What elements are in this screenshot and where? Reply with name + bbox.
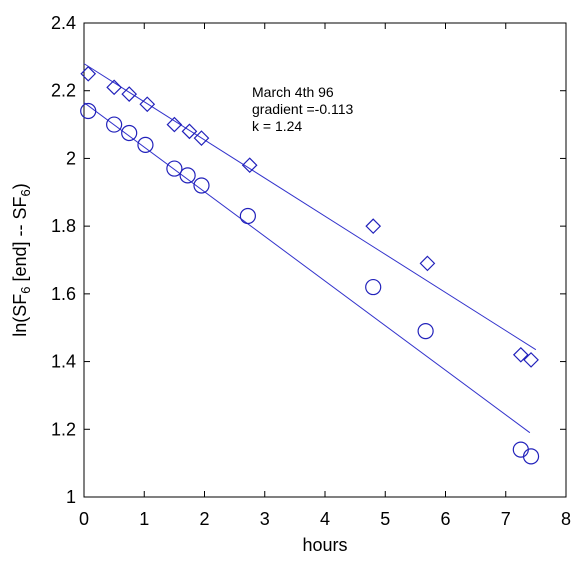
diamond-point [181, 123, 198, 140]
y-tick-label: 1.8 [51, 216, 76, 236]
y-axis-ticks: 1 1.2 1.4 1.6 1.8 2 2.2 2.4 [51, 13, 566, 507]
fit-line-circle [83, 102, 531, 434]
y-axis-label-suffix: ) [10, 183, 30, 189]
circle-point [239, 207, 256, 225]
x-tick-label: 1 [139, 509, 149, 529]
x-tick-label: 2 [199, 509, 209, 529]
x-axis-label: hours [302, 535, 347, 555]
y-tick-label: 2.4 [51, 13, 76, 33]
x-tick-label: 5 [380, 509, 390, 529]
x-tick-label: 7 [501, 509, 511, 529]
diamond-point [523, 352, 539, 368]
circle-point [512, 441, 529, 458]
circle-point [179, 167, 196, 184]
y-axis-label-subscript-1: 6 [18, 287, 33, 294]
circle-point [365, 278, 382, 296]
y-tick-label: 2 [66, 148, 76, 168]
fit-lines [83, 63, 537, 434]
x-tick-label: 0 [79, 509, 89, 529]
diamond-point [121, 86, 138, 102]
diamond-point [365, 218, 382, 234]
x-tick-label: 8 [561, 509, 571, 529]
y-tick-label: 2.2 [51, 81, 76, 101]
circle-point [121, 124, 138, 142]
y-tick-label: 1 [66, 487, 76, 507]
circle-point [417, 323, 434, 340]
circle-point [522, 448, 540, 465]
diamond-point [241, 157, 258, 174]
diamond-point [193, 130, 210, 146]
fit-line-diamond [83, 63, 537, 351]
diamond-point [106, 79, 122, 96]
diamond-point [166, 116, 183, 133]
x-tick-label: 6 [440, 509, 450, 529]
circle-point [137, 136, 154, 153]
y-tick-label: 1.4 [51, 352, 76, 372]
annotation-gradient: gradient =-0.113 [252, 101, 354, 117]
annotation-k-value: k = 1.24 [252, 118, 302, 134]
data-markers [80, 65, 540, 465]
diamond-point [512, 346, 529, 363]
circle-point [80, 102, 97, 120]
annotation-date: March 4th 96 [252, 84, 334, 100]
circle-point [166, 160, 183, 177]
diamond-point [419, 255, 436, 272]
y-axis-label-middle: [end] -- SF [10, 196, 30, 286]
diamond-point [80, 65, 97, 82]
x-axis-ticks: 0 1 2 3 4 5 6 7 8 [79, 23, 571, 529]
y-axis-label-subscript-2: 6 [18, 189, 33, 196]
y-axis-label-prefix: ln(SF [10, 294, 30, 337]
y-axis-label: ln(SF6 [end] -- SF6) [10, 183, 33, 337]
y-tick-label: 1.6 [51, 284, 76, 304]
x-tick-label: 4 [320, 509, 330, 529]
y-tick-label: 1.2 [51, 419, 76, 439]
circle-point [106, 116, 123, 133]
diamond-point [139, 96, 156, 113]
x-tick-label: 3 [260, 509, 270, 529]
circle-point [193, 177, 210, 194]
